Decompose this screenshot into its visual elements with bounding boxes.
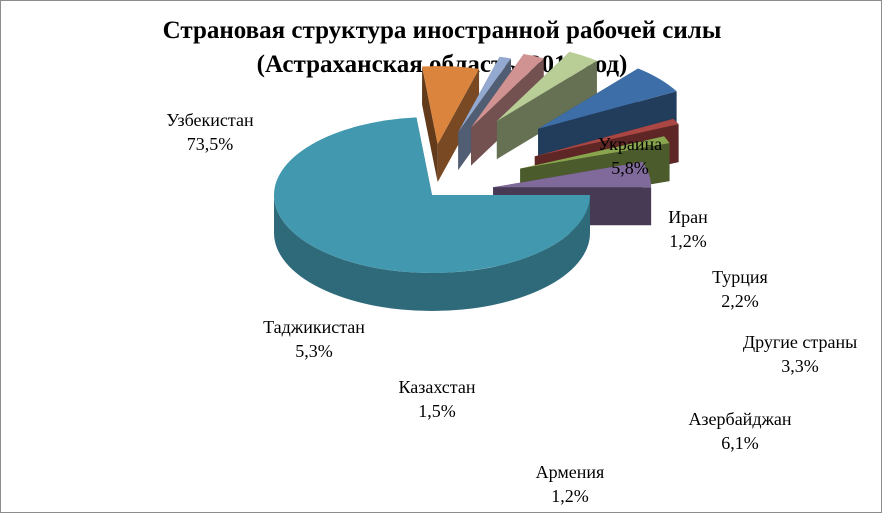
slice-3-top — [458, 56, 512, 133]
slice-2-wall-start — [422, 66, 438, 183]
slice-6-top — [538, 68, 677, 129]
slice-8-name-label: Казахстан — [398, 377, 475, 397]
slice-4-name-label: Турция — [712, 267, 768, 287]
slice-9-name-label: Таджикистан — [263, 317, 365, 337]
slice-1-value-label: 73,5% — [187, 134, 234, 154]
slice-4-top — [471, 54, 544, 128]
slice-5-top — [496, 51, 597, 122]
pie-slices — [274, 51, 679, 311]
slice-2-top — [422, 66, 480, 145]
slice-1-rim — [274, 195, 590, 311]
slice-6-value-label: 6,1% — [721, 433, 759, 453]
slice-9-top — [493, 161, 652, 188]
slice-3-value-label: 1,2% — [669, 231, 707, 251]
slice-3-name-label: Иран — [668, 207, 708, 227]
slice-8-value-label: 1,5% — [418, 401, 456, 421]
slice-1-top — [274, 117, 590, 273]
slice-7-value-label: 1,2% — [551, 486, 589, 506]
slice-7-top — [534, 118, 679, 157]
slice-2-value-label: 5,8% — [611, 158, 649, 178]
slice-5-name-label: Другие страны — [743, 332, 857, 352]
slice-6-name-label: Азербайджан — [688, 409, 791, 429]
slice-5-value-label: 3,3% — [781, 356, 819, 376]
slice-1 — [274, 117, 590, 311]
slice-4-value-label: 2,2% — [721, 291, 759, 311]
slice-5 — [496, 51, 597, 160]
slice-2-wall-end — [437, 68, 480, 183]
slice-1-name-label: Узбекистан — [166, 110, 254, 130]
slice-2-name-label: Украина — [598, 134, 662, 154]
slice-5-wall-end — [496, 60, 597, 160]
slice-2 — [422, 66, 480, 183]
chart-title-line-1: Страновая структура иностранной рабочей … — [162, 17, 722, 44]
slice-9-value-label: 5,3% — [295, 341, 333, 361]
slice-8-top — [520, 136, 670, 169]
slice-7-name-label: Армения — [536, 462, 605, 482]
